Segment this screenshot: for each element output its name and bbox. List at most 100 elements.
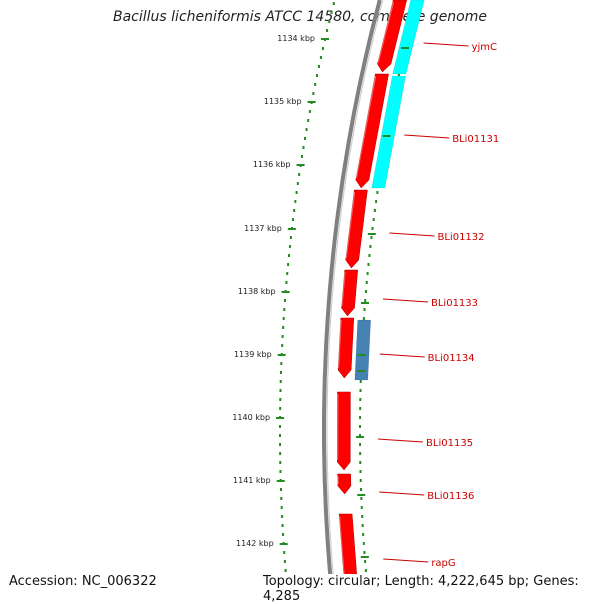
inner-dot (364, 308, 366, 311)
inner-tick (401, 47, 409, 49)
outer-dot (279, 407, 281, 410)
outer-dot (290, 236, 292, 239)
inner-dot (364, 299, 366, 302)
outer-dot (279, 461, 281, 464)
ruler-tick (282, 291, 290, 293)
outer-dot (285, 569, 287, 572)
gene-leader (390, 233, 435, 236)
outer-dot (282, 533, 284, 536)
outer-dot (279, 434, 281, 437)
ruler-label: 1134 kbp (277, 34, 315, 43)
inner-tick (357, 494, 365, 496)
outer-dot (312, 92, 314, 95)
outer-dot (296, 191, 298, 194)
outer-dot (328, 20, 330, 23)
outer-dot (322, 47, 324, 50)
ruler-tick (276, 417, 284, 419)
inner-dot (367, 263, 369, 266)
ruler-label: 1138 kbp (238, 287, 276, 296)
gene-leader (383, 299, 428, 302)
inner-dot (360, 479, 362, 482)
gene-block-BLi01136 (338, 474, 351, 494)
outer-dot (279, 443, 281, 446)
ruler-label: 1139 kbp (234, 350, 272, 359)
ruler-tick (277, 480, 285, 482)
outer-dot (297, 182, 299, 185)
outer-dot (280, 380, 282, 383)
outer-dot (283, 551, 285, 554)
gene-leader (378, 439, 423, 442)
inner-dot (361, 515, 363, 518)
outer-dot (279, 452, 281, 455)
inner-dot (360, 380, 362, 383)
outer-dot (286, 272, 288, 275)
gene-label: BLi01131 (452, 134, 499, 145)
inner-dot (359, 407, 361, 410)
inner-dot (359, 416, 361, 419)
ruler-tick (278, 354, 286, 356)
inner-dot (365, 290, 367, 293)
outer-dot (280, 488, 282, 491)
outer-dot (287, 263, 289, 266)
inner-dot (360, 497, 362, 500)
inner-dot (359, 452, 361, 455)
ruler-label: 1140 kbp (232, 413, 270, 422)
outer-dot (314, 83, 316, 86)
outer-dot (293, 209, 295, 212)
outer-dot (320, 56, 322, 59)
gene-label: BLi01134 (428, 353, 475, 364)
inner-dot (359, 425, 361, 428)
outer-dot (280, 362, 282, 365)
outer-dot (284, 299, 286, 302)
gene-label: rapG (431, 558, 455, 569)
ruler-tick (308, 101, 316, 103)
inner-dot (374, 209, 376, 212)
outer-dot (283, 308, 285, 311)
feature-track (337, 0, 424, 600)
inner-tick (358, 354, 366, 356)
ruler-tick (297, 164, 305, 166)
gene-label: BLi01132 (438, 232, 485, 243)
ruler-label: 1136 kbp (253, 160, 291, 169)
accession-text: Accession: NC_006322 (9, 574, 157, 589)
inner-dot (363, 317, 365, 320)
outer-dot (285, 281, 287, 284)
inner-dot (362, 524, 364, 527)
ruler-label: 1142 kbp (236, 539, 274, 548)
outer-dot (281, 515, 283, 518)
outer-dot (318, 65, 320, 68)
ruler-label: 1137 kbp (244, 224, 282, 233)
inner-dot (361, 506, 363, 509)
gene-label: yjmC (472, 42, 497, 53)
outer-dot (326, 29, 328, 32)
outer-dot (279, 389, 281, 392)
inner-dot (360, 488, 362, 491)
inner-dot (359, 398, 361, 401)
outer-dot (280, 497, 282, 500)
gene-label: BLi01136 (427, 491, 474, 502)
inner-dot (359, 461, 361, 464)
outer-dot (301, 155, 303, 158)
ruler-tick (321, 38, 329, 40)
inner-dot (362, 533, 364, 536)
inner-dot (372, 227, 374, 230)
gene-label: BLi01133 (431, 298, 478, 309)
inner-dot (366, 281, 368, 284)
outer-dot (288, 254, 290, 257)
gene-leader (383, 559, 428, 562)
ruler-tick (280, 543, 288, 545)
outer-dot (307, 119, 309, 122)
outer-dot (294, 200, 296, 203)
inner-dot (373, 218, 375, 221)
outer-dot (282, 335, 284, 338)
inner-dot (365, 569, 367, 572)
outer-dot (279, 425, 281, 428)
outer-dot (331, 11, 333, 14)
inner-dot (370, 236, 372, 239)
inner-dot (368, 254, 370, 257)
outer-dot (316, 74, 318, 77)
ruler-label: 1135 kbp (264, 97, 302, 106)
inner-tick (383, 135, 391, 137)
inner-tick (356, 436, 364, 438)
